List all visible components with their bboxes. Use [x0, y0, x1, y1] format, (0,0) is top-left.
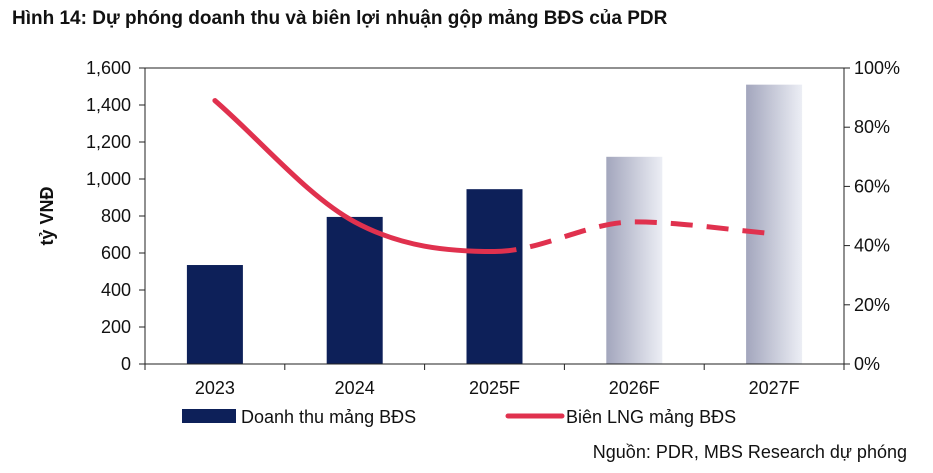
left-tick-label: 0	[121, 354, 131, 374]
x-tick-label: 2024	[335, 378, 375, 398]
bar-2025F	[466, 189, 523, 364]
right-tick-label: 100%	[854, 58, 900, 78]
left-tick-label: 1,200	[86, 132, 131, 152]
axes: 0 200 400 600 800 1,000 1,200 1,400 1,600 0% 20% 40…	[37, 58, 900, 398]
left-tick-label: 1,600	[86, 58, 131, 78]
x-tick-label: 2026F	[609, 378, 660, 398]
x-tick-label: 2025F	[469, 378, 520, 398]
legend-line-label: Biên LNG mảng BĐS	[566, 407, 736, 427]
x-tick-label: 2023	[195, 378, 235, 398]
x-tick-label: 2027F	[749, 378, 800, 398]
bars	[186, 84, 803, 365]
bar-2027F	[746, 84, 803, 365]
bar-2026F	[606, 156, 663, 364]
left-tick-label: 1,400	[86, 95, 131, 115]
left-tick-label: 400	[101, 280, 131, 300]
figure-title: Hình 14: Dự phóng doanh thu và biên lợi …	[12, 8, 668, 29]
legend-bar-swatch	[182, 409, 236, 423]
right-tick-label: 60%	[854, 176, 890, 196]
right-tick-label: 0%	[854, 354, 880, 374]
margin-line-forecast	[494, 219, 775, 255]
bar-2024	[326, 216, 383, 364]
margin-line-actual	[212, 98, 497, 255]
legend: Doanh thu mảng BĐS Biên LNG mảng BĐS	[182, 407, 736, 427]
legend-bar-label: Doanh thu mảng BĐS	[241, 407, 416, 427]
left-tick-label: 600	[101, 243, 131, 263]
source-note: Nguồn: PDR, MBS Research dự phóng	[592, 442, 907, 462]
left-tick-label: 800	[101, 206, 131, 226]
margin-line	[212, 98, 775, 255]
right-tick-label: 80%	[854, 117, 890, 137]
left-tick-label: 200	[101, 317, 131, 337]
right-tick-label: 20%	[854, 295, 890, 315]
bar-2023	[186, 265, 243, 364]
left-tick-label: 1,000	[86, 169, 131, 189]
y-axis-title: tỷ VNĐ	[37, 186, 57, 245]
right-tick-label: 40%	[854, 236, 890, 256]
